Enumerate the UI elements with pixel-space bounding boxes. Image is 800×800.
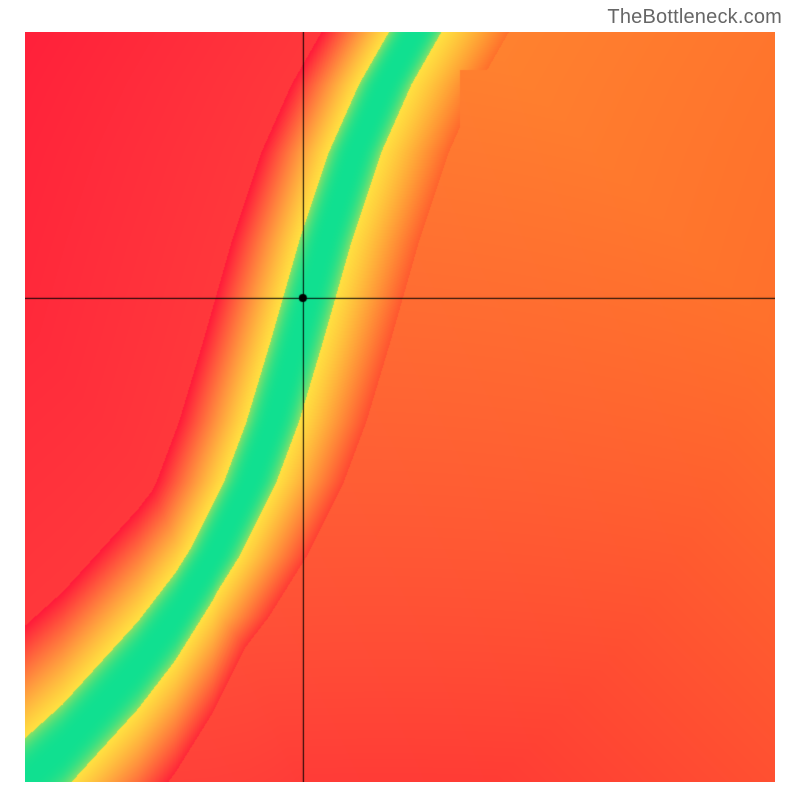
bottleneck-heatmap (25, 32, 775, 782)
watermark-text: TheBottleneck.com (607, 6, 782, 29)
chart-container: TheBottleneck.com (0, 0, 800, 800)
chart-frame (25, 32, 775, 782)
